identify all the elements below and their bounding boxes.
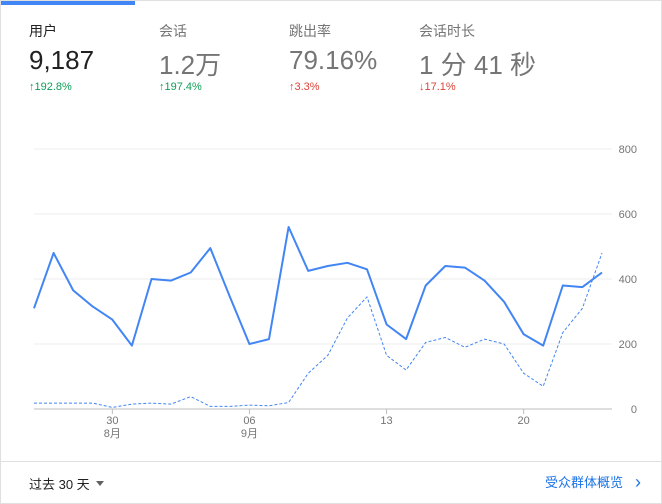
metric-value: 9,187	[29, 45, 95, 75]
metric-tab-bounce-rate[interactable]: 跳出率 79.16% ↑3.3%	[289, 1, 399, 111]
metric-delta: ↑197.4%	[159, 81, 202, 93]
metric-delta: ↑192.8%	[29, 81, 72, 93]
metric-label: 会话	[159, 23, 187, 39]
metric-label: 会话时长	[419, 23, 475, 39]
series-line-current-period	[33, 226, 603, 347]
metric-tab-sessions[interactable]: 会话 1.2万 ↑197.4%	[159, 1, 269, 111]
x-tick-label: 20	[518, 415, 530, 427]
y-tick-label: 0	[631, 404, 637, 416]
y-tick-label: 600	[619, 209, 637, 221]
line-chart: 800 600 400 200 0 30 8月 06 9月 13 20	[1, 131, 661, 441]
metric-tab-users[interactable]: 用户 9,187 ↑192.8%	[29, 1, 139, 111]
metric-delta: ↑3.3%	[289, 81, 320, 93]
y-tick-label: 200	[619, 339, 637, 351]
series-line-previous-period	[34, 252, 603, 408]
chevron-right-icon: ›	[635, 471, 641, 492]
metric-value: 79.16%	[289, 45, 378, 75]
date-range-dropdown[interactable]: 过去 30 天	[29, 474, 104, 493]
metric-label: 用户	[29, 23, 57, 39]
audience-overview-label: 受众群体概览	[544, 475, 623, 490]
dropdown-caret-icon	[95, 481, 104, 486]
x-tick-label: 30	[106, 415, 118, 427]
metric-delta: ↓17.1%	[419, 81, 456, 93]
audience-overview-link[interactable]: 受众群体概览 ›	[545, 472, 641, 491]
footer-divider	[1, 461, 661, 462]
metric-value: 1 分 41 秒	[419, 50, 537, 80]
metric-value: 1.2万	[159, 50, 222, 80]
x-tick-label: 06	[243, 415, 255, 427]
active-tab-indicator	[1, 1, 135, 5]
metric-label: 跳出率	[289, 23, 331, 39]
y-tick-label: 400	[619, 274, 637, 286]
date-range-label: 过去 30 天	[29, 477, 90, 492]
x-tick-month-label: 9月	[241, 428, 258, 440]
x-tick-month-label: 8月	[104, 428, 121, 440]
x-tick-label: 13	[380, 415, 392, 427]
metric-tab-session-duration[interactable]: 会话时长 1 分 41 秒 ↓17.1%	[419, 1, 559, 111]
y-tick-label: 800	[619, 144, 637, 156]
